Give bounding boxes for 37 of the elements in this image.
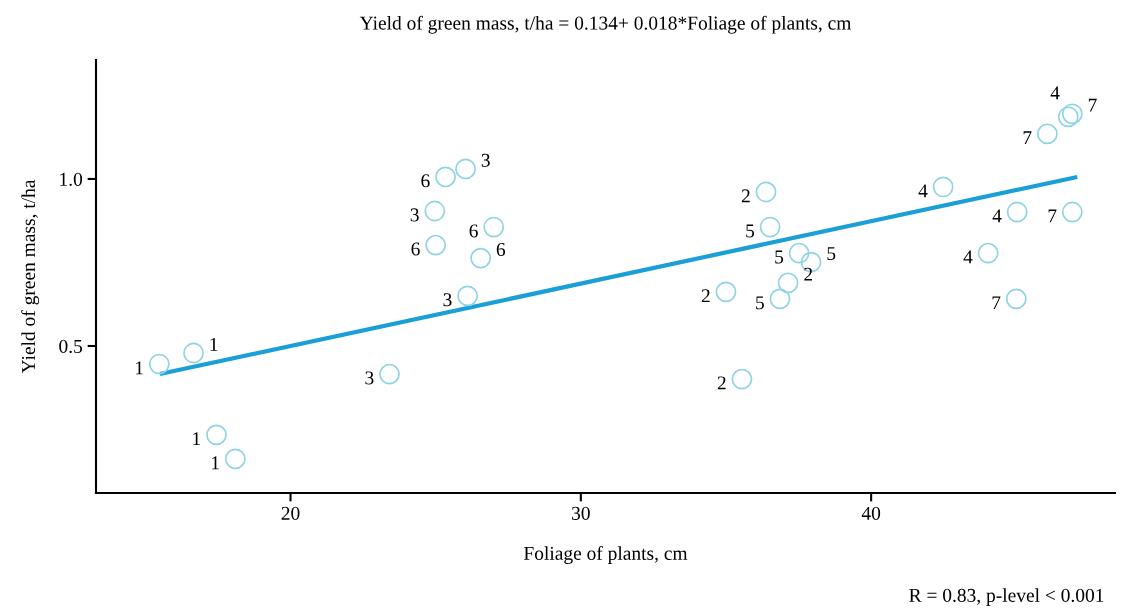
y-tick-label: 0.5 [59,339,83,354]
annotation: 4 [992,209,1002,223]
x-tick-label: 30 [572,506,590,520]
annotation: 7 [1048,209,1057,223]
x-tick-label: 20 [281,506,300,520]
annotation: 2 [804,267,813,281]
annotation: 1 [193,432,201,446]
annotation: 4 [963,250,973,264]
annotation: 2 [701,289,710,303]
annotation: 5 [775,250,784,264]
annotation: 5 [827,247,836,261]
y-tick-label: 1.0 [60,172,83,186]
annotation: 3 [410,208,419,222]
annotation: 7 [1023,131,1032,145]
annotation: 7 [992,296,1001,310]
annotation: 1 [136,361,143,375]
annotation: 6 [411,242,420,256]
annotation: 6 [469,224,478,238]
annotation: 5 [746,224,755,238]
x-tick-label: 40 [861,506,881,520]
text: R = 0.83, p-level < 0.001 [909,588,1104,606]
annotation: 1 [210,337,218,351]
annotation: 2 [717,376,726,390]
x-axis-title: Foliage of plants, cm [523,546,688,564]
annotation: 3 [443,293,452,307]
annotation: 7 [1088,98,1097,112]
annotation: 6 [496,242,506,257]
annotation: 3 [481,153,490,167]
annotation: 5 [756,296,764,310]
annotation: 2 [741,189,750,203]
annotation: 4 [918,184,928,198]
annotation: 6 [421,174,430,188]
y-axis-title: Yield of green mass, t/ha [21,179,40,374]
annotation: 4 [1050,86,1060,100]
annotation: 1 [212,456,219,470]
chart-title: Yield of green mass, t/ha = 0.134+ 0.018*Foliage of plants, cm [359,15,852,34]
annotation: 3 [365,371,374,385]
